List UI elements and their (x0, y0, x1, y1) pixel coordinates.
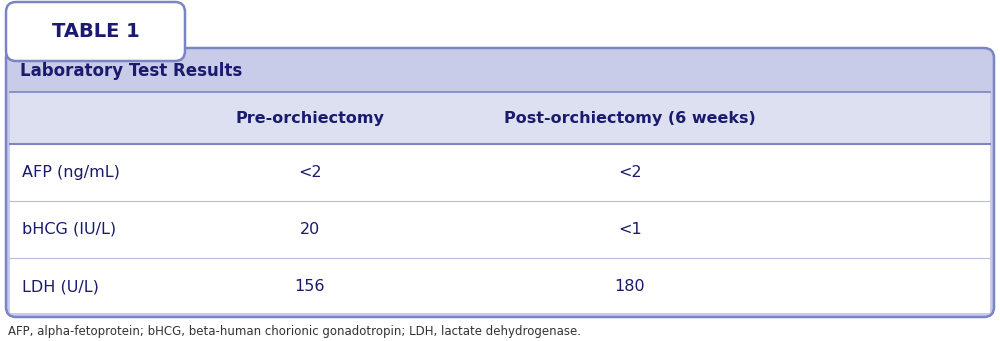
Text: <2: <2 (618, 165, 642, 180)
Bar (10, 92, 990, 144)
Bar (10, 92, 990, 313)
Text: Pre-orchiectomy: Pre-orchiectomy (236, 110, 384, 125)
Text: AFP, alpha-fetoprotein; bHCG, beta-human chorionic gonadotropin; LDH, lactate de: AFP, alpha-fetoprotein; bHCG, beta-human… (8, 325, 581, 338)
Text: <1: <1 (618, 222, 642, 237)
FancyBboxPatch shape (6, 48, 994, 317)
Text: bHCG (IU/L): bHCG (IU/L) (22, 222, 116, 237)
Text: Post-orchiectomy (6 weeks): Post-orchiectomy (6 weeks) (504, 110, 756, 125)
Text: Laboratory Test Results: Laboratory Test Results (20, 62, 242, 80)
FancyBboxPatch shape (6, 2, 185, 61)
Text: 156: 156 (295, 279, 325, 294)
Text: 180: 180 (615, 279, 645, 294)
Text: AFP (ng/mL): AFP (ng/mL) (22, 165, 120, 180)
Text: LDH (U/L): LDH (U/L) (22, 279, 99, 294)
Text: 20: 20 (300, 222, 320, 237)
Text: TABLE 1: TABLE 1 (52, 22, 139, 41)
Text: <2: <2 (298, 165, 322, 180)
